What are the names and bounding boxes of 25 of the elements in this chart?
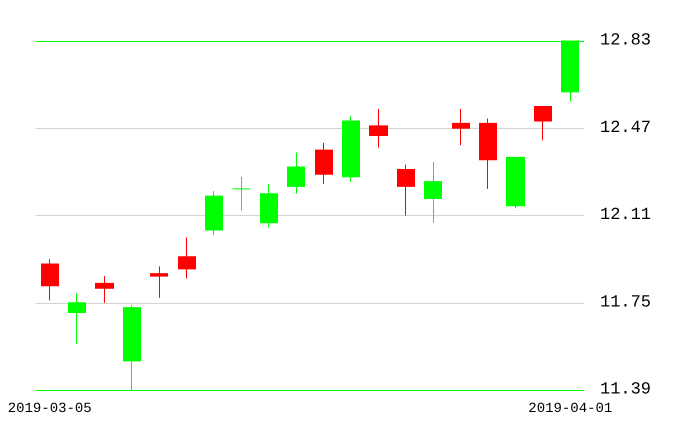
x-tick-label: 2019-04-01 [528,401,612,417]
y-tick-label: 12.47 [600,118,652,138]
candlestick [232,176,251,212]
candlestick [506,156,525,209]
candlestick [41,258,59,301]
candlestick [287,152,305,194]
candlestick [178,236,196,280]
x-tick-label: 2019-03-05 [8,401,92,417]
candlestick [369,108,388,148]
y-tick-label: 11.75 [600,293,652,312]
candlestick [397,164,415,216]
y-tick-label: 12.83 [600,32,652,50]
candlestick [95,276,114,304]
candlestick [260,183,278,228]
candlestick [68,292,86,344]
candlestick [452,108,470,146]
candlestick [205,190,223,236]
candlestick [534,106,552,141]
candlestick [424,162,442,224]
candlestick [150,266,168,298]
y-tick-label: 12.11 [600,206,652,225]
candlestick [479,118,497,190]
candlestick [315,142,333,184]
candlestick [342,116,360,182]
y-tick-label: 11.39 [600,380,652,400]
